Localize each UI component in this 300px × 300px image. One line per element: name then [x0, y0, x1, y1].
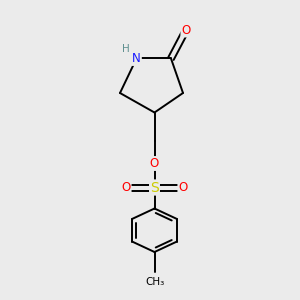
Text: N: N: [132, 52, 141, 65]
Text: O: O: [182, 23, 190, 37]
Text: O: O: [150, 157, 159, 170]
Text: H: H: [122, 44, 130, 55]
Text: CH₃: CH₃: [145, 277, 164, 287]
Text: O: O: [122, 181, 130, 194]
Text: S: S: [150, 181, 159, 194]
Text: O: O: [178, 181, 188, 194]
